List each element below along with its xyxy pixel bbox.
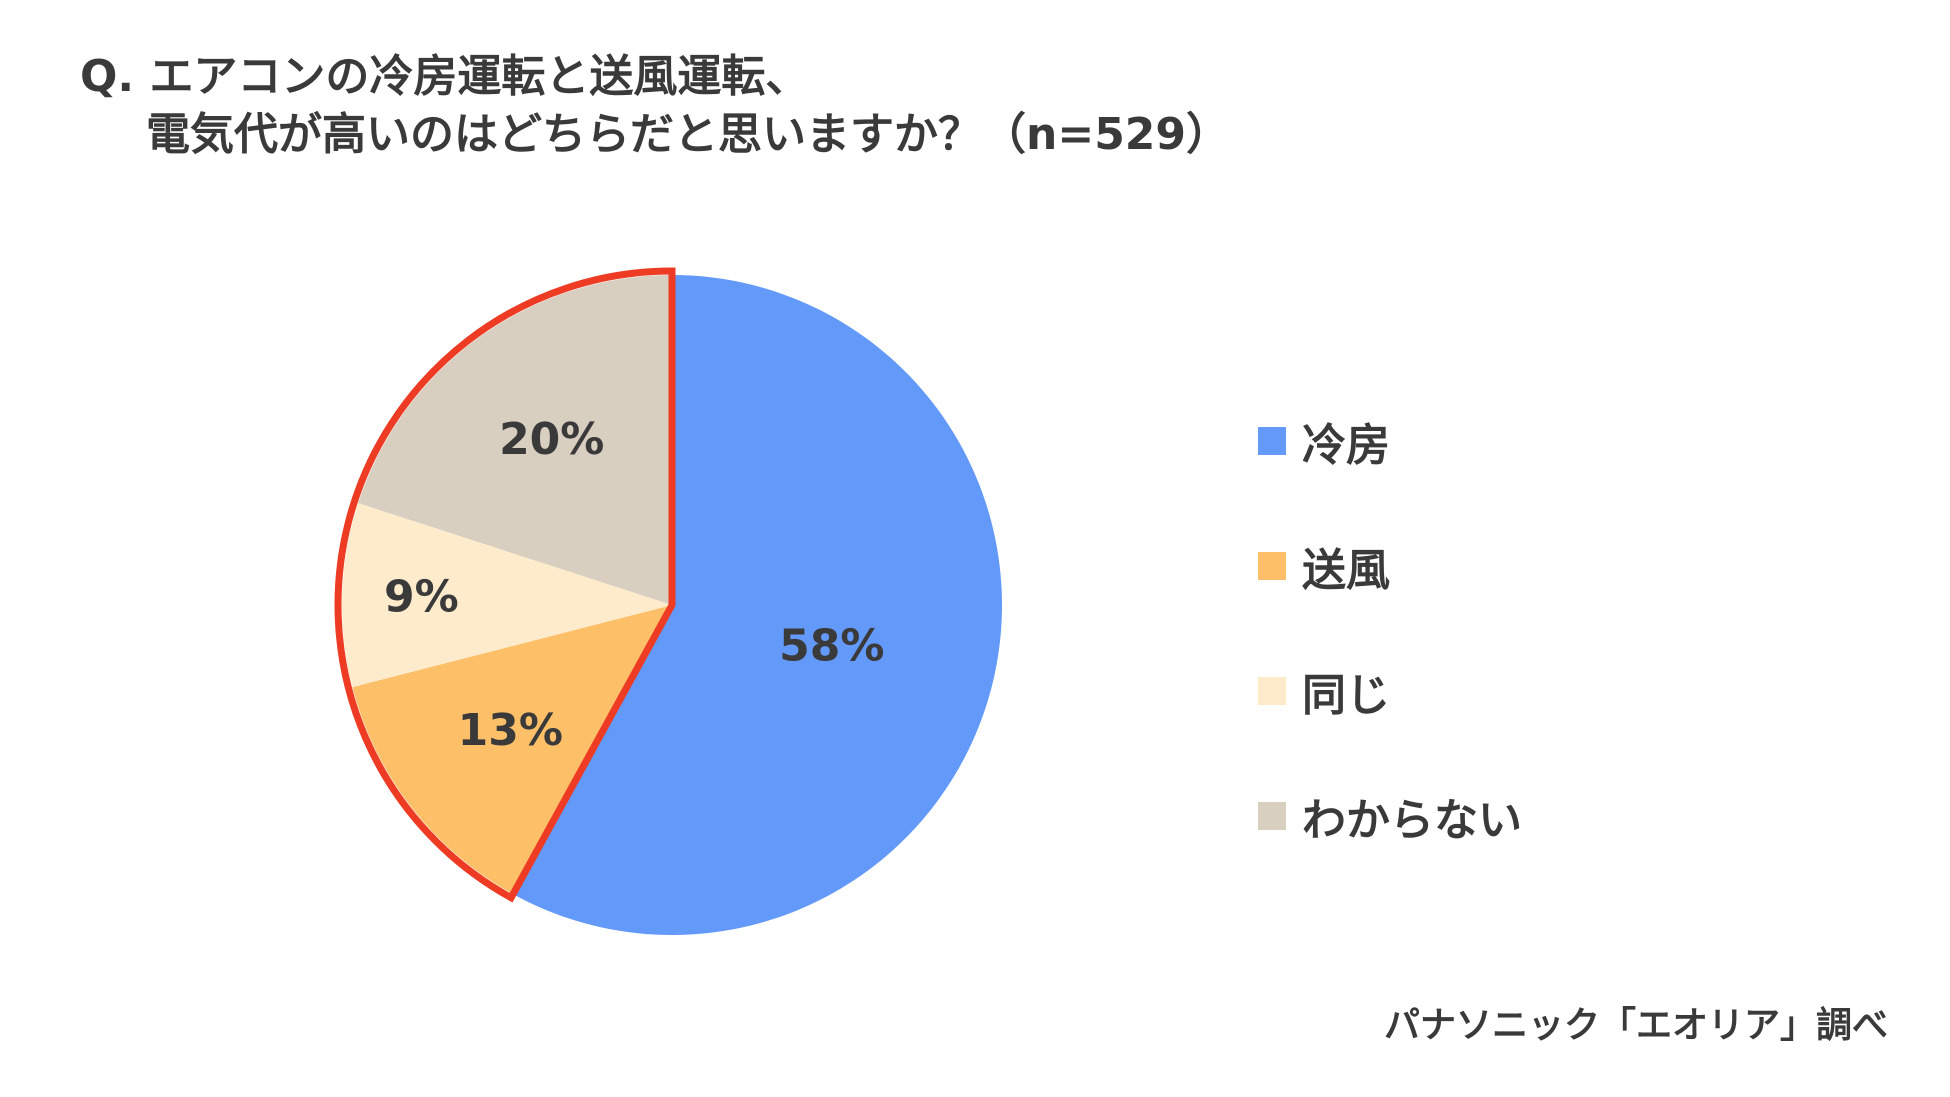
legend-swatch: [1258, 676, 1286, 705]
legend: 冷房 送風 同じ わからない: [1258, 378, 1522, 878]
legend-label: わからない: [1302, 794, 1522, 846]
pie-slice-fan: [352, 605, 672, 895]
pie-slice-unknown: [358, 275, 672, 605]
legend-swatch: [1258, 801, 1286, 830]
pie-slice-cooling: [513, 275, 1002, 935]
slice-label-same: 9%: [384, 572, 459, 623]
legend-item-same: 同じ: [1258, 628, 1522, 753]
pie-slice-same: [342, 503, 672, 688]
source-note: パナソニック「エオリア」調べ: [1383, 1005, 1888, 1046]
title-line-1: Q. エアコンの冷房運転と送風運転、: [80, 51, 810, 102]
legend-label: 同じ: [1302, 669, 1390, 721]
title-line-2: 電気代が高いのはどちらだと思いますか？（n=529）: [146, 109, 1231, 160]
chart-title: Q. エアコンの冷房運転と送風運転、 電気代が高いのはどちらだと思いますか？（n…: [80, 48, 1230, 164]
legend-swatch: [1258, 551, 1286, 580]
legend-swatch: [1258, 426, 1286, 455]
legend-item-fan: 送風: [1258, 503, 1522, 628]
slice-label-cooling: 58%: [779, 621, 884, 672]
legend-label: 冷房: [1302, 419, 1390, 471]
slice-label-fan: 13%: [458, 705, 563, 756]
highlight-outline: [334, 267, 676, 903]
legend-item-unknown: わからない: [1258, 753, 1522, 878]
legend-item-cooling: 冷房: [1258, 378, 1522, 503]
slice-label-unknown: 20%: [499, 414, 604, 465]
legend-label: 送風: [1302, 544, 1390, 596]
